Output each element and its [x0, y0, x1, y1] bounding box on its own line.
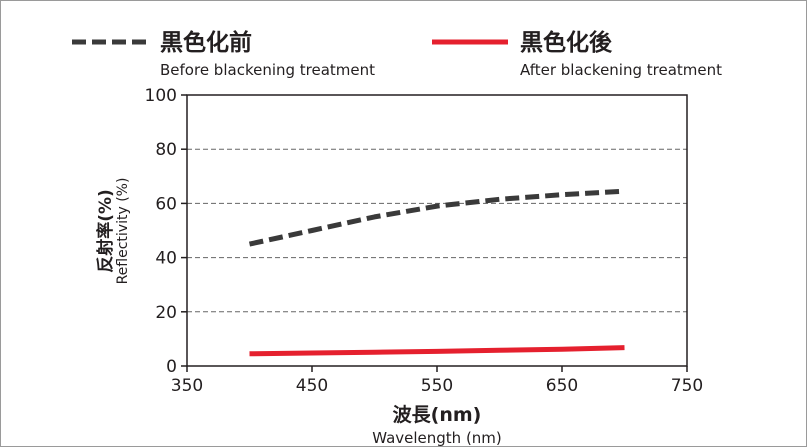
x-tick-label-550: 550	[421, 376, 453, 396]
y-tick-label-40: 40	[155, 249, 177, 269]
legend-label-en-after: After blackening treatment	[520, 61, 722, 79]
y-tick-label-0: 0	[166, 357, 177, 377]
x-tick-label-750: 750	[671, 376, 703, 396]
y-tick-label-80: 80	[155, 140, 177, 160]
legend-label-ja-after: 黒色化後	[520, 29, 613, 56]
legend: 黒色化前 Before blackening treatment 黒色化後 Af…	[72, 29, 722, 79]
x-axis-title-en: Wavelength (nm)	[372, 429, 502, 447]
x-tick-label-450: 450	[296, 376, 328, 396]
y-axis-title-ja: 反射率(%)	[95, 189, 116, 273]
series-line-before	[248, 188, 625, 247]
y-tick-label-20: 20	[155, 303, 177, 323]
x-axis-title-ja: 波長(nm)	[393, 403, 482, 426]
y-axis-title-en: Reflectivity (%)	[115, 178, 131, 285]
y-tick-label-100: 100	[145, 86, 177, 106]
axes-box	[186, 94, 688, 367]
x-tick-label-350: 350	[171, 376, 203, 396]
series-line-after	[249, 345, 625, 357]
legend-label-en-before: Before blackening treatment	[160, 61, 375, 79]
y-tick-label-60: 60	[155, 194, 177, 214]
legend-label-ja-before: 黒色化前	[160, 29, 252, 56]
plot-area: 0 20 40 60 80 100 350 450 550 650 750	[145, 86, 704, 396]
x-tick-label-650: 650	[546, 376, 578, 396]
